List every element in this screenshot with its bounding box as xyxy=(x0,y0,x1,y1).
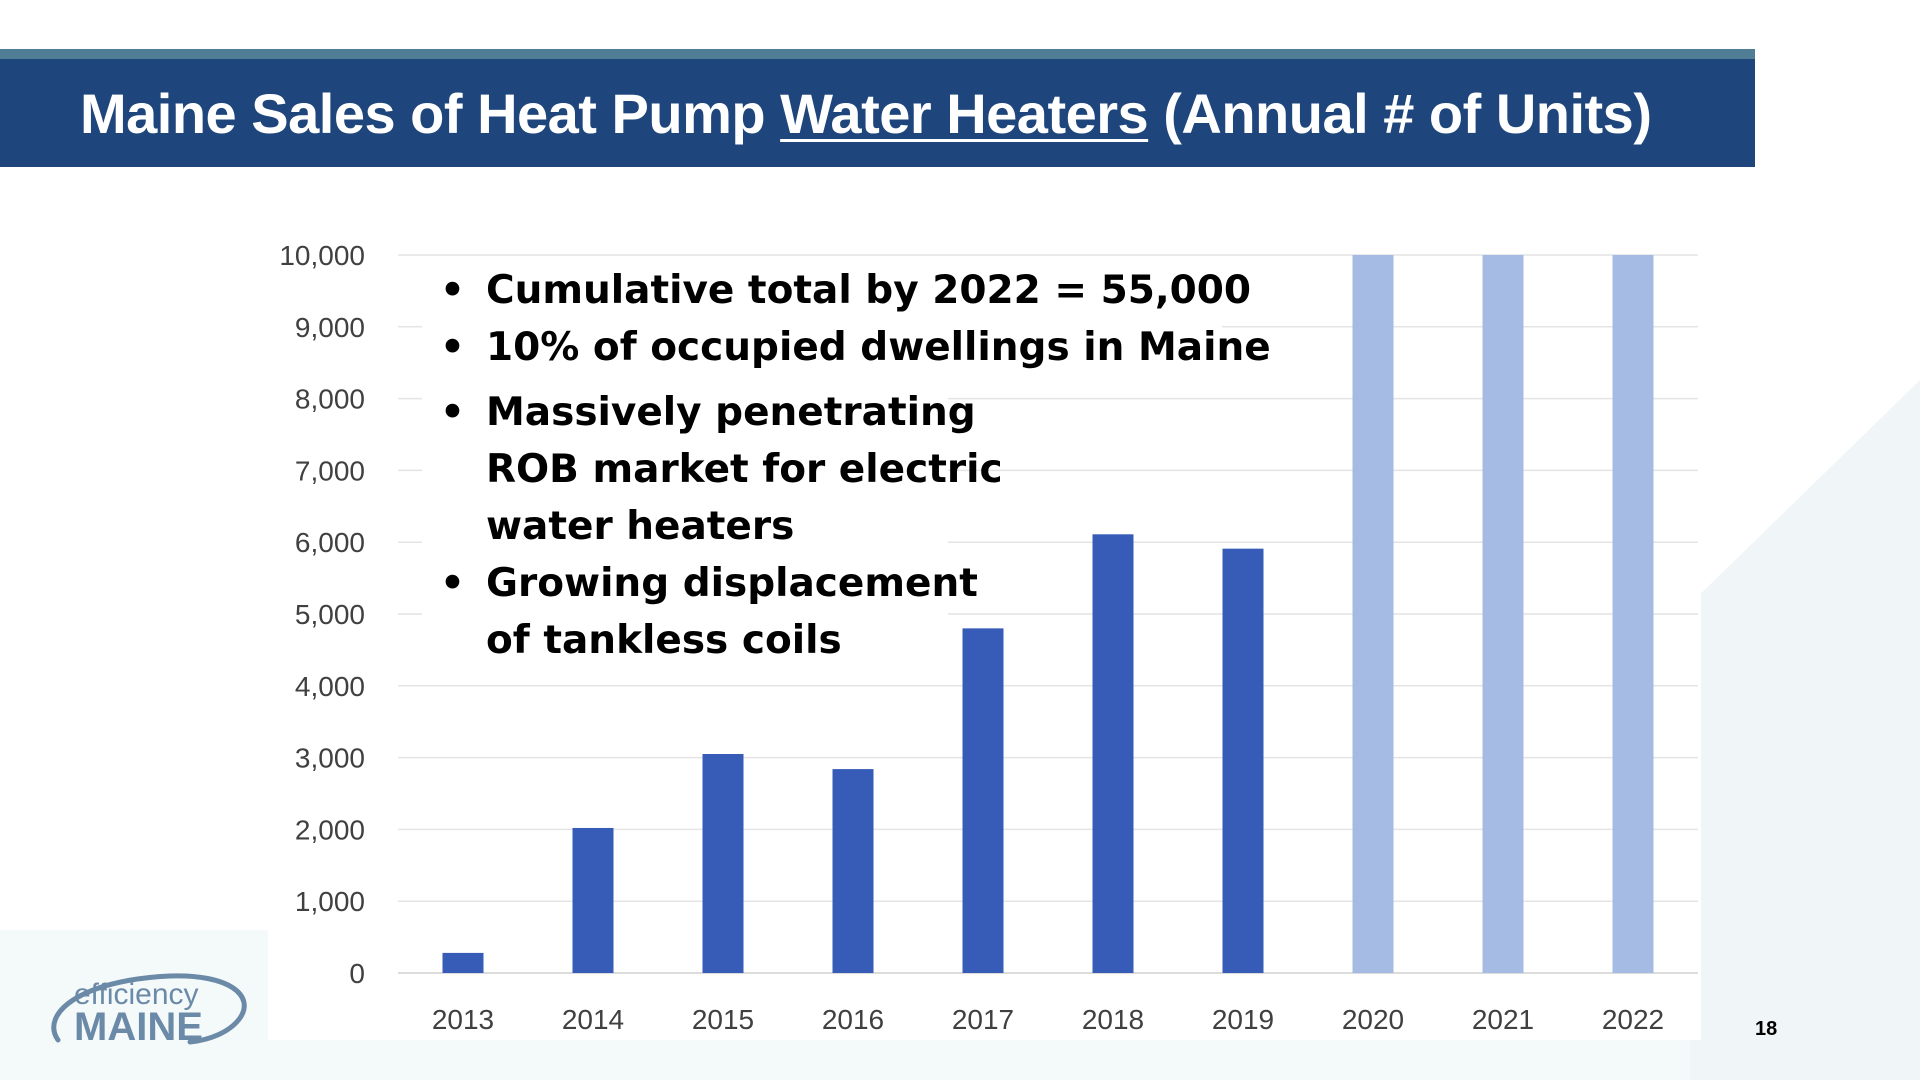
callout-box: Cumulative total by 2022 = 55,000 10% of… xyxy=(422,256,1386,669)
x-tick-label-2016: 2016 xyxy=(822,1004,884,1035)
logo-text-maine: MAINE xyxy=(74,1005,203,1049)
bar-2015 xyxy=(702,754,744,973)
y-tick-label: 0 xyxy=(349,958,365,989)
logo-text-efficiency: efficiency xyxy=(74,978,199,1011)
y-tick-label: 5,000 xyxy=(295,599,365,630)
bar-2016 xyxy=(832,769,874,973)
bullet-text: Cumulative total by 2022 = 55,000 xyxy=(486,268,1252,313)
bar-2018 xyxy=(1092,534,1134,973)
bars xyxy=(442,255,1654,973)
title-bar: Maine Sales of Heat Pump Water Heaters (… xyxy=(0,59,1755,167)
bullet-cumulative-total: Cumulative total by 2022 = 55,000 xyxy=(430,262,1386,319)
x-tick-label-2014: 2014 xyxy=(562,1004,624,1035)
y-tick-label: 2,000 xyxy=(295,814,365,845)
page-number: 18 xyxy=(1755,1018,1778,1040)
bullet-tankless-coils: Growing displacement of tankless coils xyxy=(430,555,986,669)
x-tick-label-2019: 2019 xyxy=(1212,1004,1274,1035)
x-tick-label-2013: 2013 xyxy=(432,1004,494,1035)
slide-title: Maine Sales of Heat Pump Water Heaters (… xyxy=(80,81,1652,146)
x-tick-label-2017: 2017 xyxy=(952,1004,1014,1035)
bullet-text: Massively penetrating xyxy=(486,390,976,435)
efficiency-maine-logo: efficiency MAINE xyxy=(51,973,247,1049)
y-tick-label: 1,000 xyxy=(295,886,365,917)
bullet-text: Growing displacement xyxy=(486,561,978,606)
title-underlined: Water Heaters xyxy=(780,81,1149,145)
y-tick-label: 9,000 xyxy=(295,312,365,343)
y-tick-labels: 0 1,000 2,000 3,000 4,000 5,000 6,000 7,000 8,00… xyxy=(279,240,365,989)
bullet-text: ROB market for electric xyxy=(486,447,1003,492)
bar-2017 xyxy=(962,628,1004,973)
bar-2014 xyxy=(572,827,614,973)
bullet-rob-market: Massively penetrating ROB market for ele… xyxy=(430,384,1003,555)
x-tick-label-2021: 2021 xyxy=(1472,1004,1534,1035)
y-tick-label: 4,000 xyxy=(295,671,365,702)
y-tick-label: 10,000 xyxy=(279,240,365,271)
x-tick-labels: 2013 2014 2015 2016 2017 2018 2019 2020 2021 2022 xyxy=(432,1004,1664,1035)
callout-bullets: Cumulative total by 2022 = 55,000 10% of… xyxy=(430,262,1386,669)
x-tick-label-2022: 2022 xyxy=(1602,1004,1664,1035)
bar-2013 xyxy=(442,952,484,973)
bullet-text: 10% of occupied dwellings in Maine xyxy=(486,325,1271,370)
bullet-text: of tankless coils xyxy=(486,618,842,663)
title-suffix: (Annual # of Units) xyxy=(1148,81,1652,145)
x-tick-label-2015: 2015 xyxy=(692,1004,754,1035)
y-tick-label: 6,000 xyxy=(295,527,365,558)
x-tick-label-2020: 2020 xyxy=(1342,1004,1404,1035)
bar-2022 xyxy=(1612,255,1654,973)
y-tick-label: 3,000 xyxy=(295,743,365,774)
title-prefix: Maine Sales of Heat Pump xyxy=(80,81,781,145)
y-tick-label: 7,000 xyxy=(295,455,365,486)
x-tick-label-2018: 2018 xyxy=(1082,1004,1144,1035)
bullet-occupied-dwellings: 10% of occupied dwellings in Maine xyxy=(430,319,1386,376)
bar-2019 xyxy=(1222,548,1264,973)
y-tick-label: 8,000 xyxy=(295,384,365,415)
bullet-text: water heaters xyxy=(486,504,795,549)
bar-2021 xyxy=(1482,255,1524,973)
title-accent-stripe xyxy=(0,49,1755,59)
